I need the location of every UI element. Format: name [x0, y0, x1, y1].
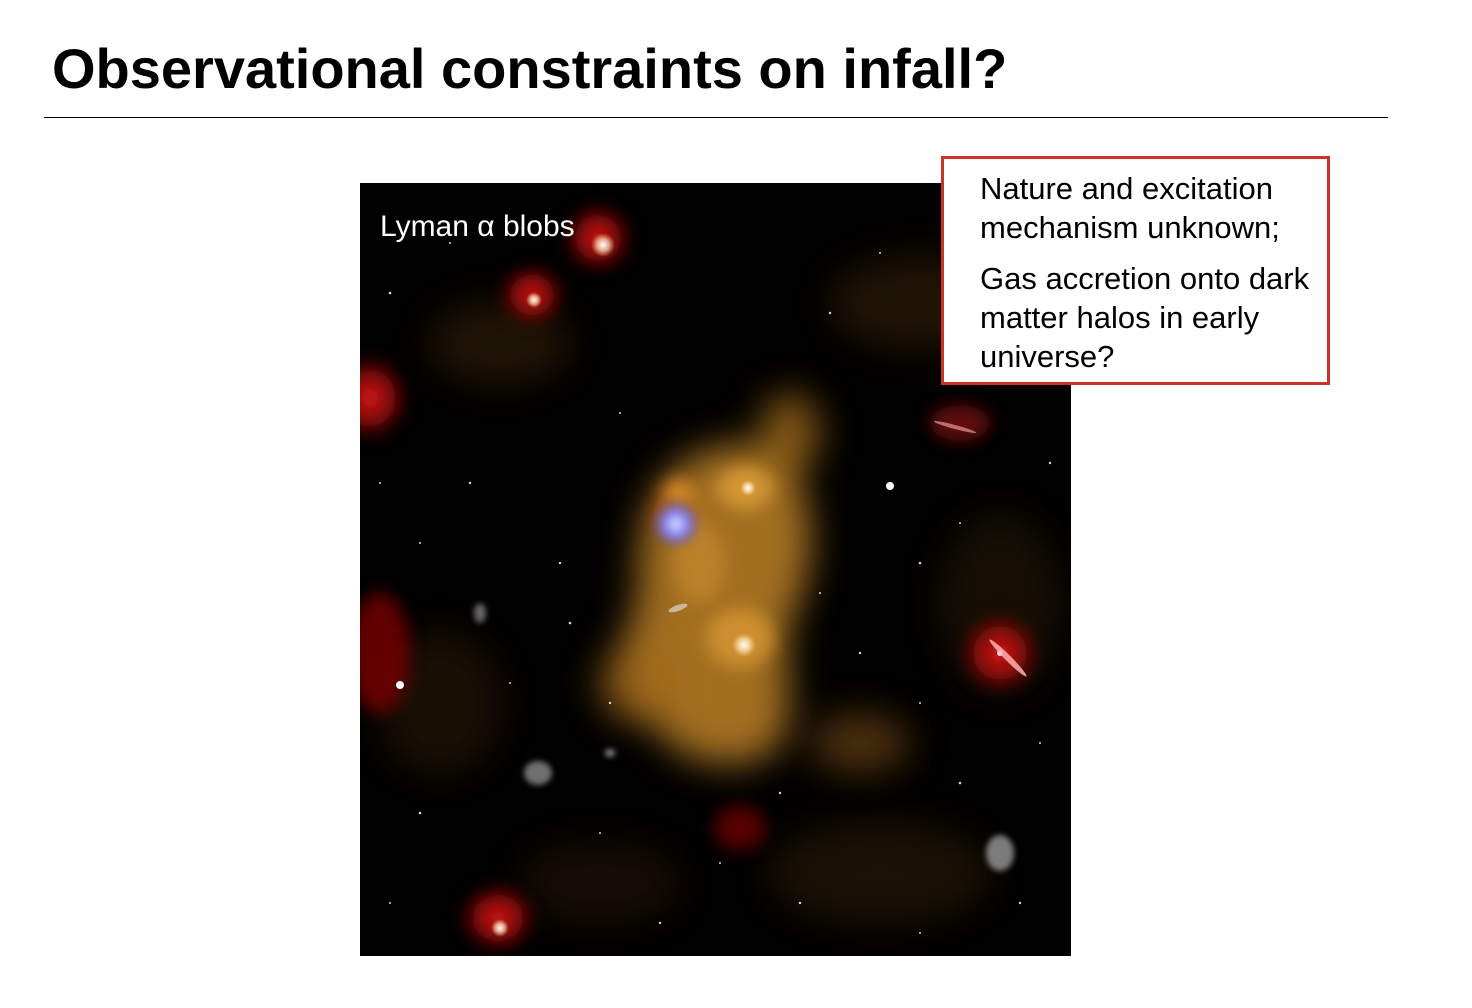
faint-grey-galaxies	[474, 603, 1014, 871]
white-point-sources	[396, 233, 1003, 937]
blue-point-source	[650, 498, 702, 550]
background-stars	[379, 242, 1061, 934]
image-label: Lyman α blobs	[380, 210, 575, 243]
edge-on-galaxies	[668, 420, 1027, 677]
callout-paragraph-1: Nature and excitation mechanism unknown;	[980, 171, 1280, 245]
callout-paragraph-2: Gas accretion onto dark matter halos in …	[980, 261, 1310, 374]
title-divider	[44, 117, 1388, 118]
astronomical-image-illustration	[360, 204, 1061, 952]
lyman-alpha-emission-blob	[600, 393, 910, 773]
slide-title: Observational constraints on infall?	[52, 37, 1008, 100]
callout-box: Nature and excitation mechanism unknown;…	[941, 156, 1330, 385]
